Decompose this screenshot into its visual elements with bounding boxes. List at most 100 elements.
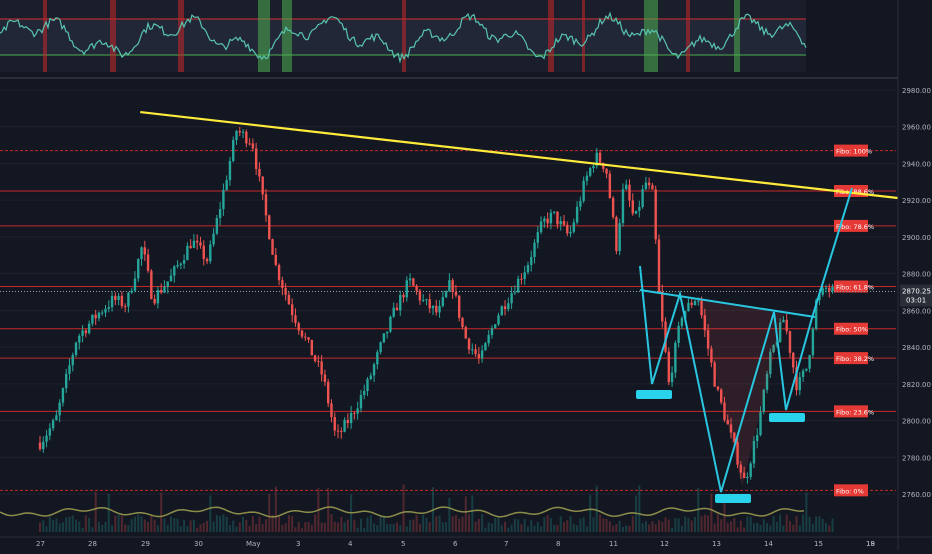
- candle-body: [222, 189, 225, 210]
- volume-bar: [330, 514, 333, 532]
- volume-bar: [107, 494, 110, 532]
- pattern-marker: [769, 413, 805, 422]
- volume-bar: [585, 526, 588, 532]
- drawings[interactable]: [140, 110, 903, 503]
- candle-body: [209, 244, 212, 262]
- volume-bar: [641, 523, 644, 532]
- volume-bar: [186, 526, 189, 532]
- candle-body: [163, 286, 166, 293]
- volume-bar: [579, 518, 582, 532]
- volume-bar: [170, 516, 172, 532]
- volume-bar: [409, 520, 412, 532]
- volume-bar: [631, 515, 634, 532]
- volume-bar: [333, 521, 336, 532]
- volume-bar: [487, 522, 490, 532]
- candle-body: [716, 386, 720, 390]
- volume-bar: [225, 516, 228, 532]
- volume-bar: [772, 516, 775, 532]
- volume-bar: [749, 516, 752, 532]
- volume-bar: [743, 527, 746, 532]
- volume-bar: [520, 524, 523, 532]
- volume-bar: [235, 526, 238, 532]
- candle-body: [218, 209, 222, 219]
- volume-bar: [752, 523, 755, 532]
- volume-bar: [81, 527, 84, 532]
- candle-body: [120, 295, 124, 307]
- volume-bar: [739, 520, 742, 532]
- volume-bar: [264, 519, 267, 532]
- candle-body: [248, 143, 251, 145]
- volume-bar: [52, 519, 55, 532]
- candle-body: [327, 381, 330, 404]
- candle-body: [497, 315, 500, 325]
- volume-bar: [179, 526, 182, 532]
- candle-body: [153, 298, 156, 304]
- volume-bars: [0, 484, 834, 532]
- candle-body: [464, 327, 467, 339]
- candle-body: [372, 364, 376, 376]
- candle-body: [644, 182, 648, 190]
- volume-bar: [445, 522, 448, 532]
- candle-body: [792, 352, 795, 368]
- volume-bar: [818, 516, 821, 532]
- candle-body: [618, 223, 621, 251]
- fibonacci-levels: Fibo: 100% Fibo: 88.6% Fibo: 78.6% Fibo: 61…: [0, 144, 896, 497]
- candle-body: [438, 306, 441, 313]
- volume-bar: [176, 518, 179, 532]
- volume-bar: [628, 526, 631, 532]
- volume-bar: [274, 486, 277, 532]
- candle-body: [336, 430, 340, 432]
- rsi-line: [0, 11, 807, 64]
- volume-bar: [664, 517, 667, 532]
- rsi-signal-zone: [686, 0, 690, 72]
- candle-body: [271, 239, 274, 255]
- candle-body: [245, 131, 248, 144]
- volume-bar: [258, 516, 261, 532]
- candle-body: [91, 314, 94, 324]
- candle-body: [634, 210, 638, 214]
- fib-label: Fibo: 0%: [836, 487, 864, 495]
- candle-body: [71, 355, 74, 366]
- candle-body: [759, 411, 762, 436]
- candle-body: [680, 317, 684, 326]
- volume-bar: [415, 515, 418, 532]
- volume-bar: [697, 488, 700, 532]
- volume-bar: [245, 519, 248, 532]
- candle-body: [58, 402, 61, 416]
- rsi-signal-zone: [178, 0, 184, 72]
- volume-bar: [703, 514, 706, 532]
- volume-bar: [785, 514, 788, 532]
- volume-bar: [412, 519, 415, 532]
- candle-body: [454, 291, 458, 296]
- candle-body: [402, 294, 405, 298]
- volume-bar: [166, 524, 169, 532]
- candle-body: [169, 275, 173, 282]
- candle-body: [277, 264, 281, 281]
- fib-label: Fibo: 78.6%: [836, 223, 874, 231]
- price-grid: [0, 89, 896, 495]
- volume-bar: [563, 522, 565, 532]
- volume-bar: [802, 514, 805, 532]
- volume-bar: [359, 518, 362, 532]
- volume-bar: [281, 524, 284, 532]
- candle-body: [484, 343, 487, 351]
- candle-body: [742, 472, 746, 479]
- candle-body: [84, 330, 88, 334]
- volume-bar: [133, 516, 136, 532]
- candle-body: [539, 221, 543, 233]
- candle-body: [687, 302, 690, 312]
- candle-body: [379, 342, 382, 353]
- fib-label: Fibo: 88.6%: [836, 188, 874, 196]
- candle-body: [150, 270, 153, 299]
- pattern-marker: [636, 390, 672, 399]
- time-tick-label: 8: [556, 540, 560, 548]
- candle-body: [503, 306, 507, 310]
- volume-bar: [589, 494, 592, 532]
- candle-body: [739, 464, 743, 473]
- candle-body: [297, 323, 300, 331]
- volume-bar: [559, 516, 562, 532]
- volume-bar: [45, 526, 48, 532]
- time-tick-label: 14: [764, 540, 773, 548]
